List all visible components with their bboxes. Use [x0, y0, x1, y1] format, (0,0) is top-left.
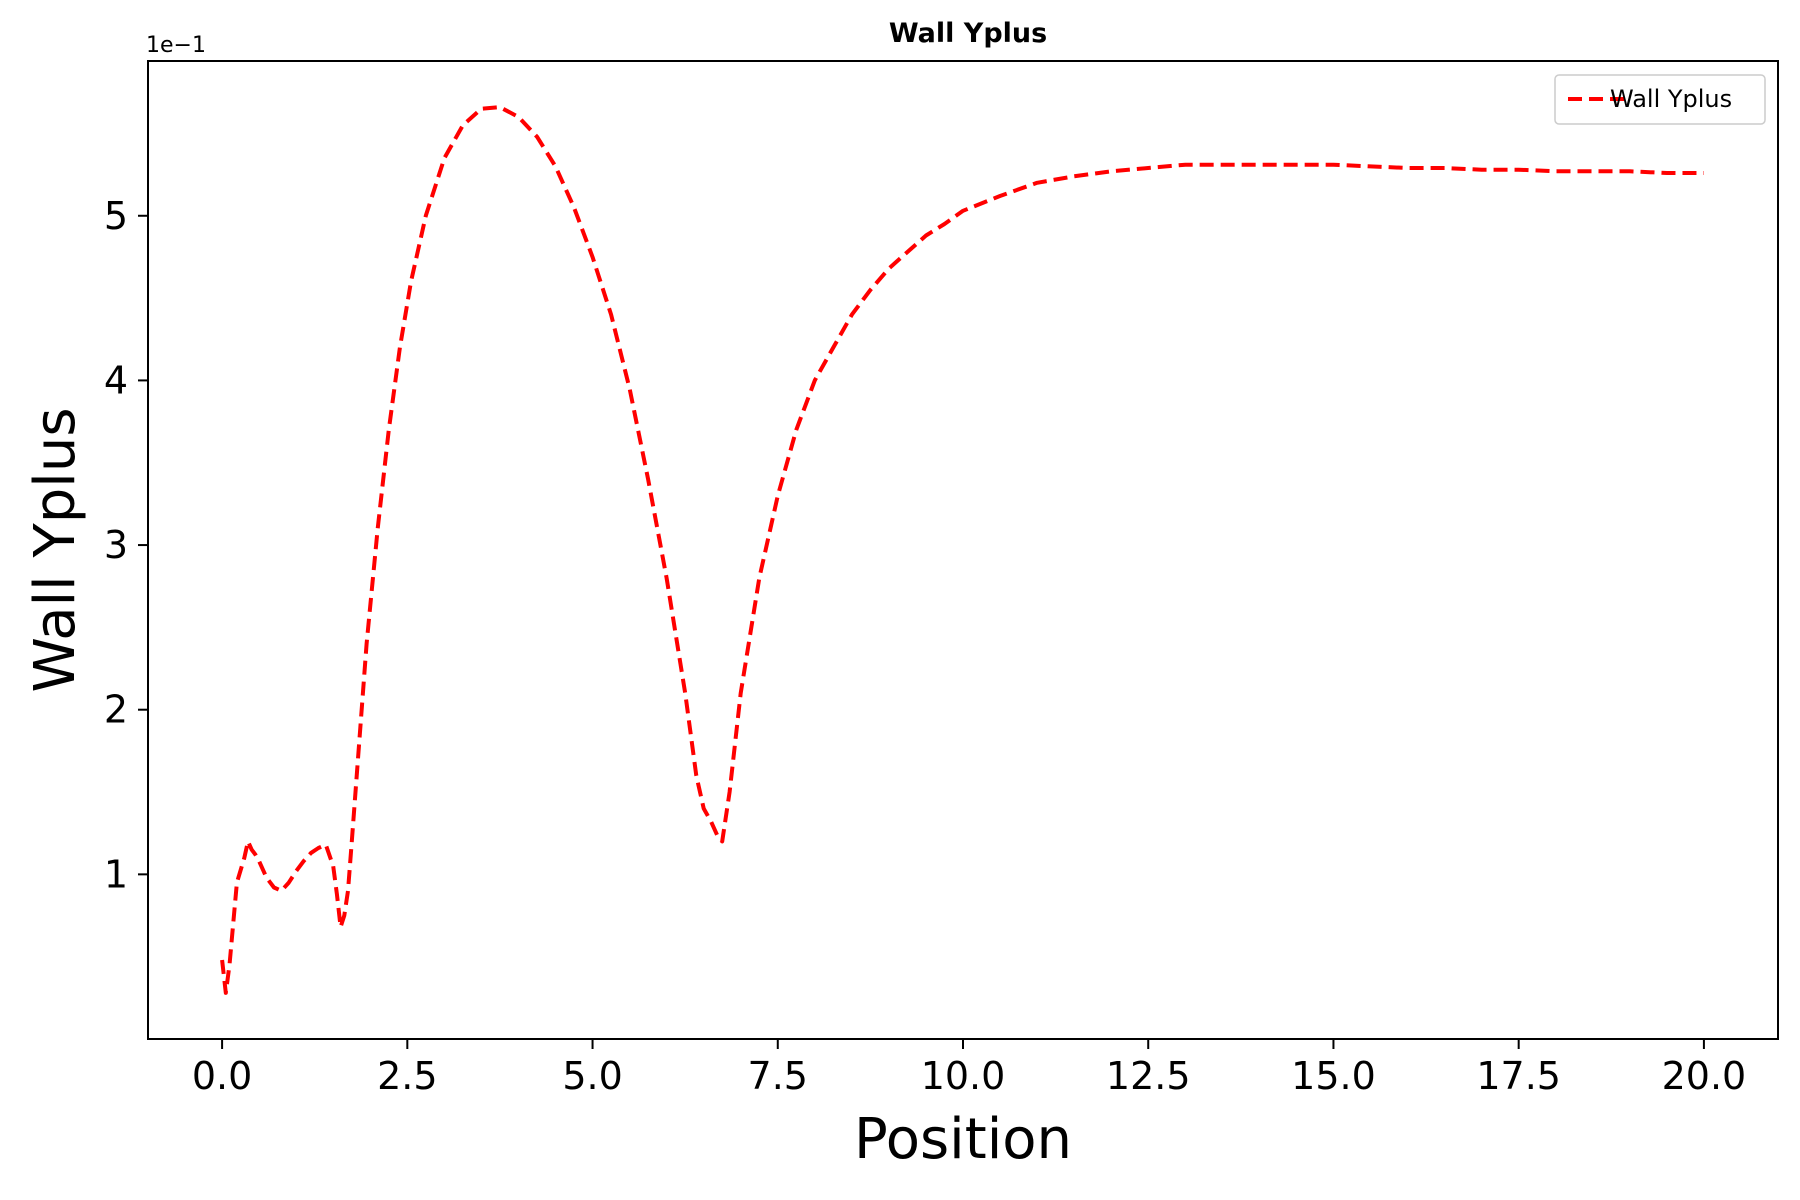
x-tick-label: 5.0 [562, 1054, 622, 1098]
x-tick-label: 0.0 [192, 1054, 252, 1098]
x-tick-label: 2.5 [377, 1054, 437, 1098]
x-tick-label: 10.0 [921, 1054, 1006, 1098]
x-tick-label: 7.5 [748, 1054, 808, 1098]
y-tick-label: 4 [104, 358, 128, 402]
legend: Wall Yplus [1554, 74, 1766, 125]
chart-title: Wall Yplus [889, 18, 1047, 49]
legend-box [1554, 74, 1766, 125]
y-axis-ticks: 1 2 3 4 5 [104, 194, 148, 896]
x-axis-label: Position [854, 1107, 1072, 1172]
y-axis-label: Wall Yplus [23, 407, 88, 692]
plot-frame [147, 60, 1779, 1040]
x-tick-label: 17.5 [1476, 1054, 1561, 1098]
y-tick-label: 5 [104, 194, 128, 238]
y-tick-label: 3 [104, 523, 128, 567]
x-axis-ticks: 0.0 2.5 5.0 7.5 10.0 12.5 15.0 17.5 20.0 [192, 1039, 1746, 1098]
y-tick-label: 1 [104, 852, 128, 896]
y-offset-label: 1e−1 [146, 33, 206, 58]
x-tick-label: 20.0 [1662, 1054, 1747, 1098]
x-tick-label: 15.0 [1291, 1054, 1376, 1098]
legend-label: Wall Yplus [1610, 85, 1732, 113]
y-tick-label: 2 [104, 688, 128, 732]
series-line-wall-yplus [220, 105, 1704, 995]
x-tick-label: 12.5 [1106, 1054, 1191, 1098]
